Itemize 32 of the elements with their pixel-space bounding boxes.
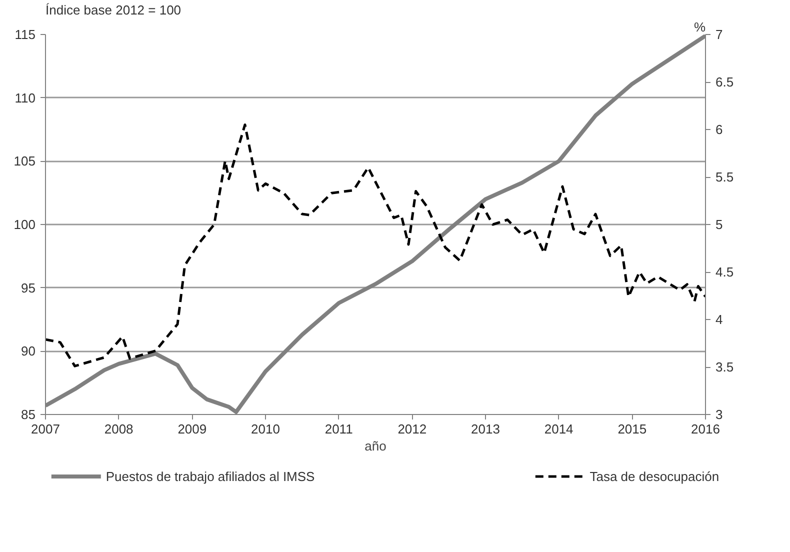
y2-tick-label: 5.5 [716,170,734,184]
y-tick-label: 85 [21,407,36,422]
y-tick-label: 115 [14,27,36,42]
y2-tick-label: 6.5 [716,74,734,90]
y-tick-label: 95 [21,280,36,296]
x-tick-label: 2008 [104,422,134,436]
y2-tick-label: 5 [716,217,723,232]
x-tick-label: 2016 [691,422,720,436]
x-tick-label: 2011 [324,422,353,436]
y2-tick-label: 3 [716,407,723,422]
x-tick-label: 2014 [544,422,574,436]
line-series [46,124,706,368]
y-axis-title: Índice base 2012 = 100 [46,2,182,18]
x-tick-label: 2012 [398,422,427,436]
x-tick-label: 2013 [471,422,500,436]
y2-tick-label: 3.5 [716,360,734,374]
y-tick-label: 100 [14,217,36,232]
y2-tick-label: 6 [716,122,723,137]
y2-tick-label: 4.5 [716,264,734,280]
x-tick-label: 2007 [31,422,60,436]
x-tick-label: 2015 [618,422,647,436]
y2-axis-title: % [694,20,706,34]
x-axis-title: año [364,438,386,454]
y2-tick-label: 7 [716,27,723,42]
x-tick-label: 2009 [178,422,207,436]
legend-label: Tasa de desocupación [590,468,720,484]
y-tick-label: 110 [14,90,36,106]
y2-tick-label: 4 [716,312,723,327]
x-tick-label: 2010 [251,422,280,436]
legend-label: Puestos de trabajo afiliados al IMSS [106,468,315,484]
y-tick-label: 90 [21,344,36,359]
y-tick-label: 105 [14,154,36,169]
